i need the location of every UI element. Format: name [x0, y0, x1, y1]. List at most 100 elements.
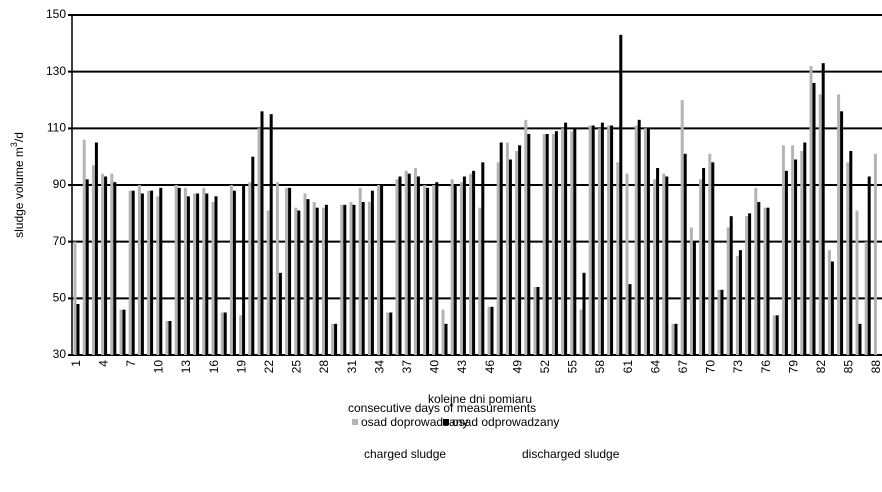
x-tick-label: 43 — [455, 360, 469, 374]
bar — [441, 309, 445, 355]
x-tick-label: 55 — [566, 360, 580, 374]
bar — [288, 187, 292, 355]
bar — [683, 153, 687, 355]
y-tick-label: 30 — [53, 347, 67, 361]
bar — [472, 170, 476, 355]
bar — [545, 134, 549, 355]
bar — [156, 196, 160, 355]
bar — [358, 187, 362, 355]
x-tick-label: 79 — [786, 360, 800, 374]
x-tick-label: 25 — [290, 360, 304, 374]
bar — [508, 159, 512, 355]
x-tick-label: 22 — [262, 360, 276, 374]
bar — [536, 287, 540, 355]
bar — [680, 100, 684, 355]
bar — [321, 207, 325, 355]
bar — [692, 241, 696, 355]
bar — [542, 134, 546, 355]
bar — [260, 111, 264, 355]
bar — [131, 190, 135, 355]
bar — [450, 179, 454, 355]
bar — [349, 202, 353, 355]
bar — [303, 193, 307, 355]
bar — [423, 185, 427, 355]
x-tick-label: 76 — [759, 360, 773, 374]
bar — [717, 289, 721, 355]
bar — [729, 216, 733, 355]
bar — [370, 190, 374, 355]
x-axis-label: kolejne dni pomiaru — [428, 392, 532, 406]
bar — [754, 187, 758, 355]
bar — [720, 289, 724, 355]
bar — [619, 34, 623, 355]
bar — [600, 122, 604, 356]
bar — [248, 182, 252, 355]
bar — [726, 227, 730, 355]
y-label-text: sludge volume m — [12, 147, 26, 238]
bar — [653, 179, 657, 355]
bar — [110, 173, 114, 355]
bar — [487, 306, 491, 355]
bar — [803, 142, 807, 355]
y-tick-label: 130 — [46, 64, 66, 78]
bar — [738, 250, 742, 355]
bar — [324, 204, 328, 355]
bar — [229, 185, 233, 355]
bar — [781, 145, 785, 355]
legend-swatch — [443, 419, 449, 425]
bar — [435, 182, 439, 355]
bar — [285, 187, 289, 355]
y-tick-label: 70 — [53, 234, 67, 248]
bar — [867, 176, 871, 355]
bar — [772, 315, 776, 355]
bar — [312, 202, 316, 355]
bar — [527, 134, 531, 355]
bar — [671, 323, 675, 355]
bar — [113, 182, 117, 355]
bar — [297, 210, 301, 355]
bar — [315, 207, 319, 355]
bar — [849, 151, 853, 355]
x-tick-label: 67 — [676, 360, 690, 374]
bar — [616, 162, 620, 355]
bar — [413, 168, 417, 355]
bar — [469, 173, 473, 355]
bar — [193, 193, 197, 355]
bar — [711, 162, 715, 355]
bar — [462, 176, 466, 355]
bar — [689, 227, 693, 355]
bar — [800, 151, 804, 355]
caption: discharged sludge — [522, 447, 620, 461]
bar — [380, 185, 384, 355]
x-tick-label: 61 — [621, 360, 635, 374]
x-tick-label: 4 — [96, 360, 110, 367]
bar — [122, 309, 126, 355]
legend-label: osad doprowadzany — [361, 415, 468, 429]
bar — [101, 173, 105, 355]
bar — [699, 179, 703, 355]
bar — [499, 142, 503, 355]
bar — [275, 182, 279, 355]
bar — [343, 204, 347, 355]
bar — [646, 128, 650, 355]
y-axis-label: sludge volume m3/d — [9, 132, 26, 238]
bar — [416, 176, 420, 355]
bar — [278, 272, 282, 355]
bar — [858, 323, 862, 355]
bar — [766, 207, 770, 355]
x-tick-label: 31 — [345, 360, 359, 374]
x-tick-label: 70 — [704, 360, 718, 374]
bar — [481, 162, 485, 355]
bar — [662, 173, 666, 355]
bar — [855, 210, 859, 355]
bar — [490, 306, 494, 355]
bar — [794, 159, 798, 355]
bar — [119, 309, 123, 355]
bar — [588, 125, 592, 355]
y-tick-label: 50 — [53, 291, 67, 305]
bar — [846, 162, 850, 355]
caption: charged sludge — [364, 447, 446, 461]
bar — [159, 187, 163, 355]
bar — [821, 63, 825, 356]
